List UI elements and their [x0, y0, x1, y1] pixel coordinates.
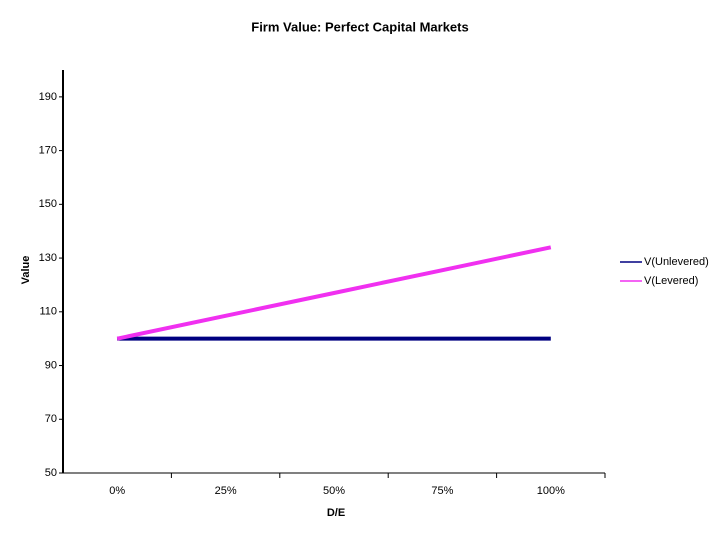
y-tick-label: 190	[39, 91, 57, 103]
chart-title: Firm Value: Perfect Capital Markets	[251, 19, 468, 34]
x-tick-label: 50%	[323, 485, 345, 497]
y-axis-title: Value	[20, 256, 32, 285]
y-tick-label: 170	[39, 145, 57, 157]
y-tick-label: 70	[45, 413, 57, 425]
x-tick-label: 75%	[431, 485, 453, 497]
legend-label: V(Unlevered)	[644, 256, 709, 268]
x-axis-title: D/E	[327, 507, 345, 519]
y-tick-label: 50	[45, 467, 57, 479]
y-tick-label: 90	[45, 359, 57, 371]
y-tick-label: 150	[39, 198, 57, 210]
series-line	[116, 245, 552, 341]
legend-label: V(Levered)	[644, 275, 698, 287]
y-tick-label: 130	[39, 252, 57, 264]
x-tick-label: 100%	[537, 485, 565, 497]
y-tick-label: 110	[39, 306, 57, 318]
x-tick-label: 0%	[109, 485, 125, 497]
x-tick-label: 25%	[215, 485, 237, 497]
